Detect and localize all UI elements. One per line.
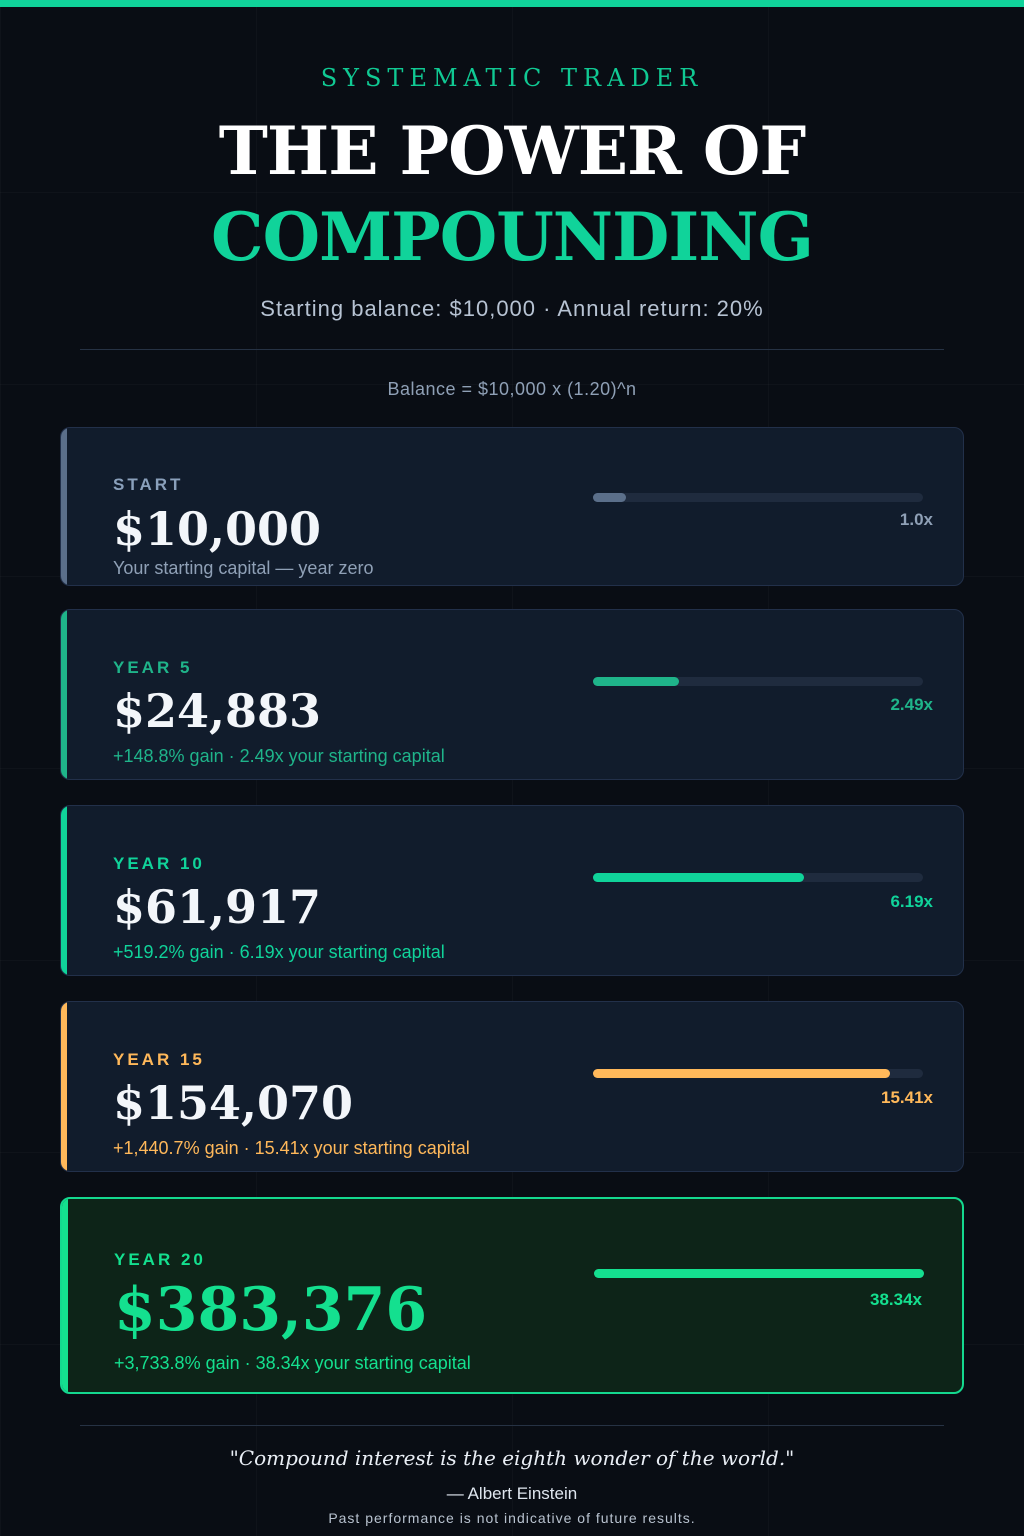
title-line-2: COMPOUNDING [211,198,814,276]
milestone-card-year-5: YEAR 5 $24,883 +148.8% gain · 2.49x your… [60,609,964,780]
progress-track [593,493,923,502]
milestone-amount: $154,070 [113,1076,354,1130]
progress-fill [593,677,679,686]
milestone-amount: $24,883 [113,684,322,738]
milestone-amount: $383,376 [114,1275,428,1345]
milestone-amount: $61,917 [113,880,322,934]
progress-track [593,1069,923,1078]
milestone-description: Your starting capital — year zero [113,558,374,578]
progress-fill [593,493,626,502]
disclaimer: Past performance is not indicative of fu… [328,1510,696,1526]
card-accent [61,806,67,975]
multiple-label: 1.0x [899,510,933,529]
milestone-label: START [113,475,184,494]
top-accent-bar [0,0,1024,7]
milestone-description: +1,440.7% gain · 15.41x your starting ca… [113,1138,470,1158]
milestone-label: YEAR 5 [113,658,193,677]
card-accent [61,610,67,779]
subtitle: Starting balance: $10,000 · Annual retur… [260,296,764,321]
formula: Balance = $10,000 x (1.20)^n [387,379,637,399]
milestone-label: YEAR 10 [113,854,205,873]
header-divider [80,349,944,350]
progress-fill [593,1069,890,1078]
milestone-card-start: START $10,000 Your starting capital — ye… [60,427,964,586]
progress-fill [594,1269,924,1278]
milestone-description: +519.2% gain · 6.19x your starting capit… [113,942,445,962]
multiple-label: 6.19x [890,892,933,911]
progress-track [593,873,923,882]
multiple-label: 15.41x [881,1088,933,1107]
milestone-description: +148.8% gain · 2.49x your starting capit… [113,746,445,766]
einstein-quote: "Compound interest is the eighth wonder … [229,1446,795,1470]
milestone-description: +3,733.8% gain · 38.34x your starting ca… [114,1353,471,1373]
milestone-card-year-15: YEAR 15 $154,070 +1,440.7% gain · 15.41x… [60,1001,964,1172]
card-accent [62,1199,68,1392]
footer-divider [80,1425,944,1426]
milestone-card-year-10: YEAR 10 $61,917 +519.2% gain · 6.19x you… [60,805,964,976]
progress-track [593,677,923,686]
milestone-label: YEAR 20 [114,1250,206,1269]
multiple-label: 2.49x [890,695,933,714]
milestone-card-year-20: YEAR 20 $383,376 +3,733.8% gain · 38.34x… [60,1197,964,1394]
title-line-1: THE POWER OF [218,112,806,190]
quote-author: — Albert Einstein [446,1484,578,1503]
card-accent [61,428,67,585]
milestone-label: YEAR 15 [113,1050,205,1069]
brand-name: SYSTEMATIC TRADER [320,64,704,92]
milestone-amount: $10,000 [113,502,322,556]
progress-fill [593,873,805,882]
card-accent [61,1002,67,1171]
multiple-label: 38.34x [870,1290,922,1309]
progress-track [594,1269,924,1278]
